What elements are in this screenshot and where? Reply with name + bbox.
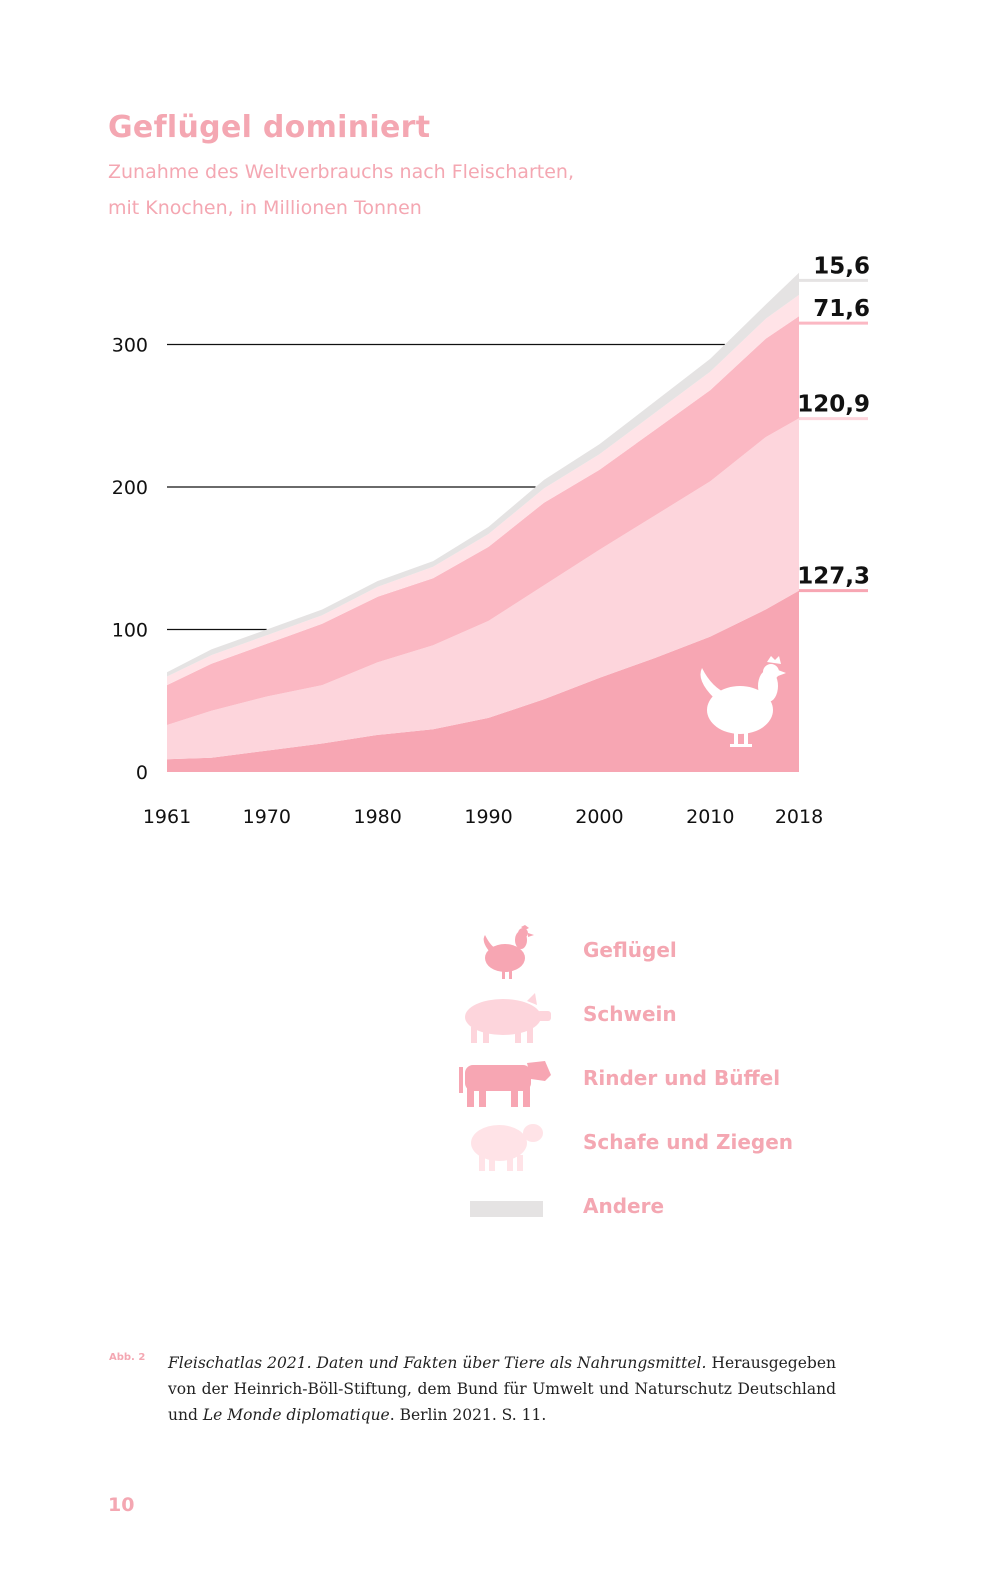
legend-item-gefluegel: Geflügel xyxy=(455,925,875,981)
chicken-body xyxy=(707,686,773,734)
x-tick-label: 1970 xyxy=(243,806,291,828)
chicken-shape xyxy=(483,925,534,979)
y-tick-label: 0 xyxy=(136,762,148,784)
legend-label: Schafe und Ziegen xyxy=(583,1130,794,1154)
y-axis-ticks: 0 100 200 300 xyxy=(112,335,148,785)
y-tick-label: 300 xyxy=(112,335,148,357)
x-tick-label: 1990 xyxy=(464,806,512,828)
source-title: Fleischatlas 2021. Daten und Fakten über… xyxy=(168,1354,707,1372)
x-tick-label: 2000 xyxy=(575,806,623,828)
x-tick-label: 2018 xyxy=(775,806,823,828)
grey-bar xyxy=(470,1201,543,1217)
legend-label: Geflügel xyxy=(583,938,677,962)
x-tick-label: 1961 xyxy=(143,806,191,828)
chicken-head xyxy=(763,664,779,680)
legend-label: Schwein xyxy=(583,1002,677,1026)
chart-subtitle-line-2: mit Knochen, in Millionen Tonnen xyxy=(108,197,422,219)
grey-bar-icon xyxy=(470,1201,543,1217)
legend-item-schafe-und-ziegen: Schafe und Ziegen xyxy=(455,1117,875,1173)
end-value-label: 120,9 xyxy=(797,392,870,418)
source-text-1: Herausgegeben von der Heinrich-Böll-Stif… xyxy=(168,1354,836,1424)
end-value-label: 127,3 xyxy=(797,564,870,590)
x-axis-ticks: 1961 1970 1980 1990 2000 2010 2018 xyxy=(143,806,823,828)
x-tick-label: 2010 xyxy=(686,806,734,828)
area-series xyxy=(167,272,799,772)
chicken-beak xyxy=(778,670,786,676)
chicken-feet xyxy=(730,744,752,747)
x-tick-label: 1980 xyxy=(353,806,401,828)
legend-label: Rinder und Büffel xyxy=(583,1066,781,1090)
cow-shape xyxy=(459,1061,551,1107)
page-number: 10 xyxy=(108,1494,135,1516)
sheep-icon xyxy=(471,1124,543,1171)
legend-item-rinder-und-bueffel: Rinder und Büffel xyxy=(455,1053,875,1109)
y-tick-label: 200 xyxy=(112,477,148,499)
end-value-label: 71,6 xyxy=(813,296,870,322)
legend-item-schwein: Schwein xyxy=(455,989,875,1045)
gridlines xyxy=(167,343,725,631)
end-value-labels: 127,3 120,9 71,6 15,6 xyxy=(797,253,870,593)
chart-title: Geflügel dominiert xyxy=(108,110,431,145)
legend-item-andere: Andere xyxy=(455,1181,875,1237)
sheep-shape xyxy=(471,1124,543,1171)
chicken-tail xyxy=(700,668,728,698)
source-citation: Fleischatlas 2021. Daten und Fakten über… xyxy=(168,1350,836,1428)
area-gefl-gel xyxy=(167,590,799,772)
legend-label: Andere xyxy=(583,1194,665,1218)
source-publication: Le Monde diplomatique xyxy=(202,1406,390,1424)
pig-shape xyxy=(465,993,551,1043)
chicken-comb xyxy=(767,656,781,664)
chicken-icon xyxy=(700,656,786,747)
legend: Geflügel Schwein xyxy=(455,925,875,1235)
cow-icon xyxy=(459,1061,551,1107)
source-text-2: . Berlin 2021. S. 11. xyxy=(389,1406,547,1424)
chicken-icon xyxy=(483,925,534,979)
end-value-label: 15,6 xyxy=(813,253,870,279)
pig-icon xyxy=(465,993,551,1043)
area-schwein xyxy=(167,418,799,760)
figure-number: Abb. 2 xyxy=(109,1352,146,1363)
chicken-leg xyxy=(744,730,748,746)
chart-subtitle-line-1: Zunahme des Weltverbrauchs nach Fleischa… xyxy=(108,161,574,183)
area-rinder-und-b-ffel xyxy=(167,316,799,725)
chicken-leg xyxy=(734,730,738,746)
y-tick-label: 100 xyxy=(112,620,148,642)
